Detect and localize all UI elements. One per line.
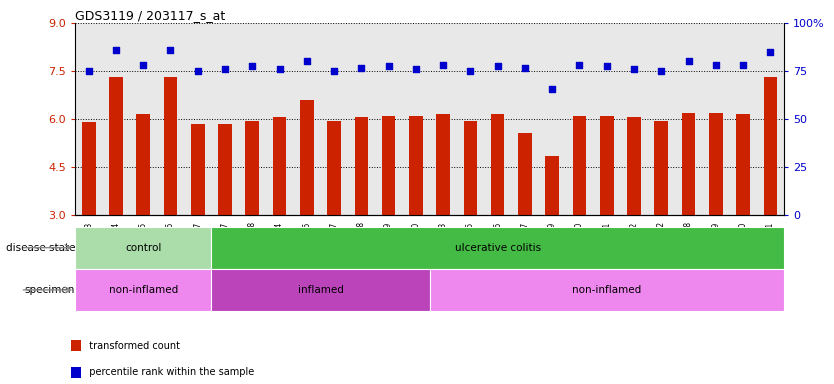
Point [436,61,450,68]
Bar [436,114,450,215]
Bar [211,227,784,269]
Bar [245,121,259,215]
Point [137,61,150,68]
Bar [464,121,477,215]
Bar [219,124,232,215]
Text: non-inflamed: non-inflamed [108,285,178,295]
Bar [763,78,777,215]
Bar [545,156,559,215]
Bar [300,100,314,215]
Bar [655,121,668,215]
Point [545,86,559,92]
Point [736,61,750,68]
Bar [75,227,211,269]
Bar [163,78,178,215]
Text: ulcerative colitis: ulcerative colitis [455,243,540,253]
Point [709,61,722,68]
Bar [627,118,641,215]
Text: transformed count: transformed count [83,341,180,351]
Bar [191,124,204,215]
Bar [491,114,505,215]
Point [764,49,777,55]
Point [382,63,395,70]
Text: control: control [125,243,162,253]
Point [627,66,641,73]
Bar [109,78,123,215]
Bar [709,113,722,215]
Text: disease state: disease state [6,243,75,253]
Bar [430,269,784,311]
Bar [354,118,368,215]
Point [354,65,368,71]
Bar [573,116,586,215]
Point [300,58,314,65]
Point [573,61,586,68]
Point [328,68,341,74]
Text: GDS3119 / 203117_s_at: GDS3119 / 203117_s_at [75,9,225,22]
Bar [409,116,423,215]
Bar [736,114,750,215]
Bar [327,121,341,215]
Point [655,68,668,74]
Point [219,66,232,73]
Point [600,63,614,70]
Bar [518,134,532,215]
Bar [600,116,614,215]
Point [518,65,531,71]
Bar [75,269,211,311]
Point [491,63,505,70]
Point [409,66,423,73]
Bar [137,114,150,215]
Point [273,66,286,73]
Bar [211,269,430,311]
Point [464,68,477,74]
Point [109,47,123,53]
Point [682,58,696,65]
Point [82,68,95,74]
Point [245,63,259,70]
Bar [382,116,395,215]
Text: percentile rank within the sample: percentile rank within the sample [83,367,254,377]
Text: inflamed: inflamed [298,285,344,295]
Text: specimen: specimen [25,285,75,295]
Point [191,68,204,74]
Bar [273,118,286,215]
Point [163,47,177,53]
Bar [82,122,96,215]
Text: non-inflamed: non-inflamed [572,285,641,295]
Bar [681,113,696,215]
